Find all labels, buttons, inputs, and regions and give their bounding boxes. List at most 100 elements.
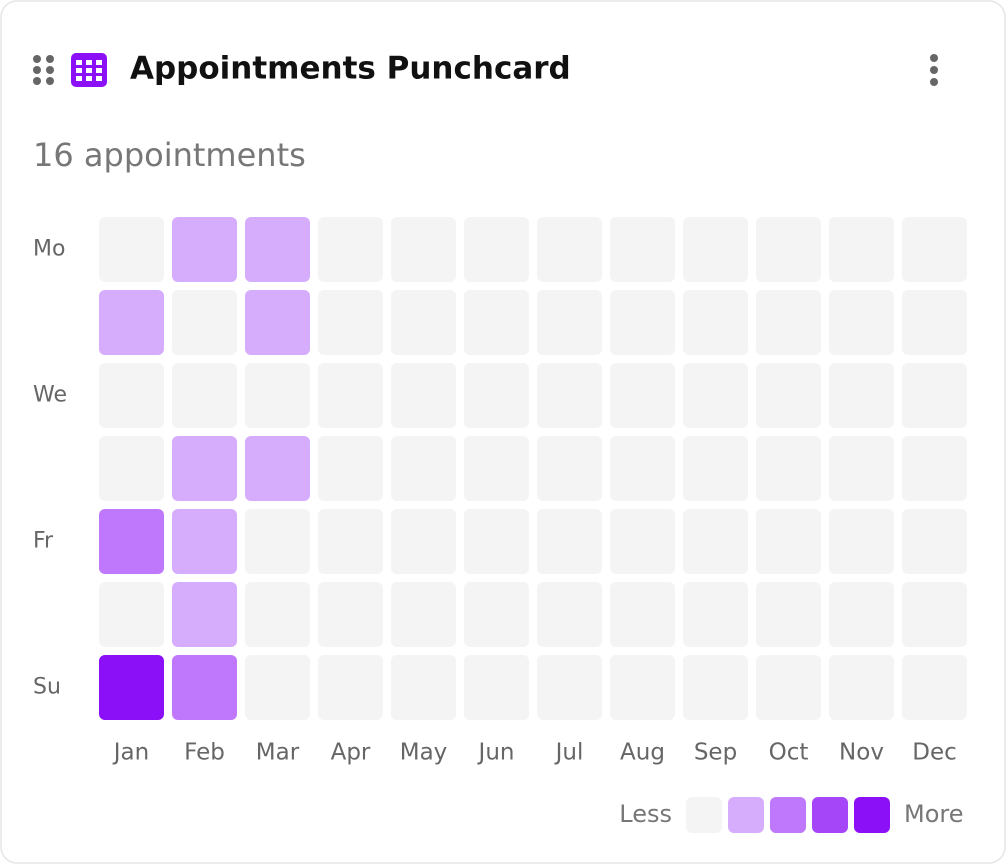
column-label: Jul [554,740,584,766]
cell [829,436,894,501]
cell [683,290,748,355]
cell [99,582,164,647]
cell [683,582,748,647]
cell [172,582,237,647]
cell [99,655,164,720]
cell [610,217,675,282]
column-label: Aug [620,740,665,766]
cell [464,217,529,282]
row-label: Su [33,675,61,700]
column-label: Jan [112,740,149,766]
cell [99,290,164,355]
cell [464,509,529,574]
cell [756,217,821,282]
cell [391,582,456,647]
cell [245,217,310,282]
cell [245,290,310,355]
cell [756,509,821,574]
cell [464,436,529,501]
cell [99,509,164,574]
cell [245,582,310,647]
legend-swatch [728,797,764,833]
cell [391,655,456,720]
cell [172,436,237,501]
cell [829,217,894,282]
cell [537,655,602,720]
cell [683,217,748,282]
column-label: Dec [912,740,957,766]
drag-handle[interactable] [33,55,54,85]
cell [464,582,529,647]
row-label: We [33,383,67,408]
cell [318,436,383,501]
cell [245,509,310,574]
cell [391,509,456,574]
cell [683,655,748,720]
cell [756,655,821,720]
cell [537,436,602,501]
cell [245,655,310,720]
cell [245,363,310,428]
cell [537,582,602,647]
column-label: Sep [694,740,737,766]
cell [99,436,164,501]
cell [99,363,164,428]
cell [902,436,967,501]
calendar-icon [71,53,107,87]
cell [172,217,237,282]
menu-button[interactable] [930,54,938,86]
cell [756,363,821,428]
cell [318,363,383,428]
cell [391,290,456,355]
cell [391,217,456,282]
cell [610,582,675,647]
column-label: Mar [256,740,300,766]
cell [537,217,602,282]
cell [610,290,675,355]
cell [829,582,894,647]
cell [610,655,675,720]
column-label: Nov [839,740,884,766]
row-label: Mo [33,237,65,262]
cell [99,217,164,282]
column-label: Jun [477,740,515,766]
cell [391,436,456,501]
legend-swatch [812,797,848,833]
cell [172,363,237,428]
cell [756,582,821,647]
legend-low: Less [619,800,672,828]
cell [537,363,602,428]
cell [172,655,237,720]
cell [902,290,967,355]
row-label: Fr [33,529,54,554]
cell [172,509,237,574]
cell [318,655,383,720]
cell [318,582,383,647]
cell [829,363,894,428]
legend-swatch [854,797,890,833]
column-label: Apr [331,740,371,766]
cell [610,436,675,501]
legend-swatch [686,797,722,833]
cell [829,509,894,574]
column-label: Feb [184,740,225,766]
card-title: Appointments Punchcard [130,51,571,87]
cell [318,290,383,355]
cell [245,436,310,501]
cell [902,509,967,574]
cell [902,655,967,720]
cell [537,509,602,574]
cell [537,290,602,355]
cell [683,509,748,574]
cell [464,290,529,355]
cell [464,363,529,428]
column-label: Oct [769,740,809,766]
cell [756,436,821,501]
cell [902,363,967,428]
cell [756,290,821,355]
cell [683,363,748,428]
legend-high: More [904,800,964,828]
